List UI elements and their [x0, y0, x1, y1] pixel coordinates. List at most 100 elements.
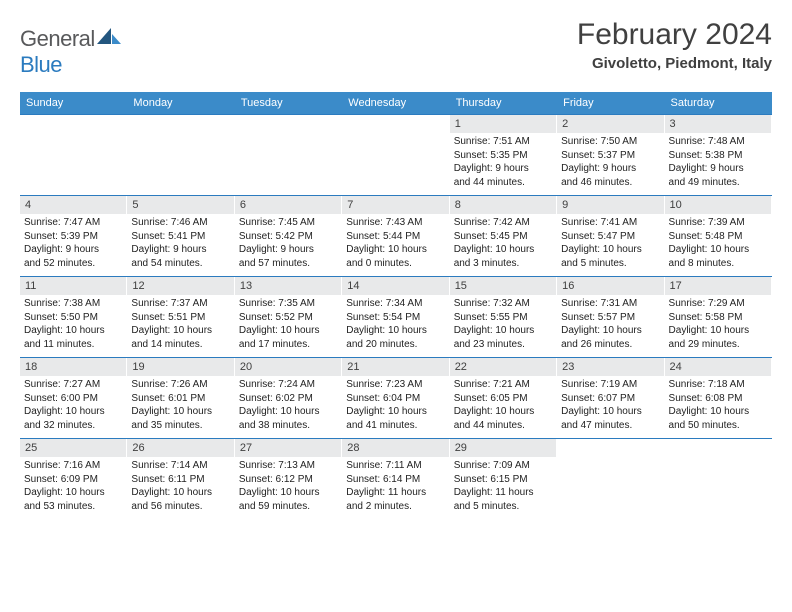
sunrise-text: Sunrise: 7:34 AM: [346, 297, 445, 311]
day-number: 14: [342, 277, 449, 295]
header: GeneralBlue February 2024 Givoletto, Pie…: [20, 18, 772, 78]
day-number: 29: [450, 439, 557, 457]
day-number: 17: [665, 277, 772, 295]
sunset-text: Sunset: 6:15 PM: [454, 473, 553, 487]
daylight-line2: and 2 minutes.: [346, 500, 445, 514]
sunset-text: Sunset: 6:09 PM: [24, 473, 123, 487]
daylight-line2: and 57 minutes.: [239, 257, 338, 271]
calendar-day-cell: 23Sunrise: 7:19 AMSunset: 6:07 PMDayligh…: [557, 358, 664, 439]
daylight-line1: Daylight: 9 hours: [131, 243, 230, 257]
day-number: 3: [665, 115, 772, 133]
daylight-line2: and 23 minutes.: [454, 338, 553, 352]
daylight-line1: Daylight: 11 hours: [454, 486, 553, 500]
daylight-line1: Daylight: 11 hours: [346, 486, 445, 500]
day-info: [20, 133, 127, 185]
calendar-day-cell: 20Sunrise: 7:24 AMSunset: 6:02 PMDayligh…: [235, 358, 342, 439]
sunrise-text: Sunrise: 7:39 AM: [669, 216, 768, 230]
daylight-line2: and 49 minutes.: [669, 176, 768, 190]
day-number: 10: [665, 196, 772, 214]
sunset-text: Sunset: 6:01 PM: [131, 392, 230, 406]
calendar-day-cell: 3Sunrise: 7:48 AMSunset: 5:38 PMDaylight…: [665, 115, 772, 196]
sunrise-text: Sunrise: 7:37 AM: [131, 297, 230, 311]
calendar-day-cell: 4Sunrise: 7:47 AMSunset: 5:39 PMDaylight…: [20, 196, 127, 277]
calendar-day-cell: 29Sunrise: 7:09 AMSunset: 6:15 PMDayligh…: [450, 439, 557, 520]
calendar-day-cell: 17Sunrise: 7:29 AMSunset: 5:58 PMDayligh…: [665, 277, 772, 358]
sunset-text: Sunset: 5:44 PM: [346, 230, 445, 244]
sunrise-text: Sunrise: 7:23 AM: [346, 378, 445, 392]
sunrise-text: Sunrise: 7:09 AM: [454, 459, 553, 473]
day-info: Sunrise: 7:24 AMSunset: 6:02 PMDaylight:…: [235, 376, 342, 438]
page-title: February 2024: [577, 18, 772, 51]
sunset-text: Sunset: 5:47 PM: [561, 230, 660, 244]
daylight-line2: and 26 minutes.: [561, 338, 660, 352]
daylight-line1: Daylight: 10 hours: [669, 405, 768, 419]
day-info: [235, 133, 342, 185]
weekday-header: Saturday: [665, 92, 772, 115]
day-number: 16: [557, 277, 664, 295]
logo-sail-icon: [97, 28, 121, 46]
daylight-line2: and 53 minutes.: [24, 500, 123, 514]
sunset-text: Sunset: 5:37 PM: [561, 149, 660, 163]
calendar-day-cell: 11Sunrise: 7:38 AMSunset: 5:50 PMDayligh…: [20, 277, 127, 358]
daylight-line1: Daylight: 10 hours: [239, 324, 338, 338]
day-number: 7: [342, 196, 449, 214]
day-info: Sunrise: 7:41 AMSunset: 5:47 PMDaylight:…: [557, 214, 664, 276]
sunset-text: Sunset: 5:39 PM: [24, 230, 123, 244]
daylight-line2: and 47 minutes.: [561, 419, 660, 433]
sunrise-text: Sunrise: 7:43 AM: [346, 216, 445, 230]
calendar-week-row: 1Sunrise: 7:51 AMSunset: 5:35 PMDaylight…: [20, 115, 772, 196]
sunrise-text: Sunrise: 7:41 AM: [561, 216, 660, 230]
day-info: Sunrise: 7:26 AMSunset: 6:01 PMDaylight:…: [127, 376, 234, 438]
day-info: Sunrise: 7:13 AMSunset: 6:12 PMDaylight:…: [235, 457, 342, 519]
weekday-header: Friday: [557, 92, 664, 115]
calendar-table: Sunday Monday Tuesday Wednesday Thursday…: [20, 92, 772, 519]
day-info: Sunrise: 7:18 AMSunset: 6:08 PMDaylight:…: [665, 376, 772, 438]
calendar-day-cell: 21Sunrise: 7:23 AMSunset: 6:04 PMDayligh…: [342, 358, 449, 439]
daylight-line2: and 54 minutes.: [131, 257, 230, 271]
daylight-line2: and 5 minutes.: [454, 500, 553, 514]
day-info: Sunrise: 7:46 AMSunset: 5:41 PMDaylight:…: [127, 214, 234, 276]
sunset-text: Sunset: 6:05 PM: [454, 392, 553, 406]
day-info: [665, 457, 772, 509]
calendar-day-cell: 5Sunrise: 7:46 AMSunset: 5:41 PMDaylight…: [127, 196, 234, 277]
sunrise-text: Sunrise: 7:29 AM: [669, 297, 768, 311]
daylight-line1: Daylight: 10 hours: [454, 243, 553, 257]
calendar-week-row: 18Sunrise: 7:27 AMSunset: 6:00 PMDayligh…: [20, 358, 772, 439]
day-info: [557, 457, 664, 509]
weekday-header: Thursday: [450, 92, 557, 115]
day-info: Sunrise: 7:21 AMSunset: 6:05 PMDaylight:…: [450, 376, 557, 438]
day-info: Sunrise: 7:38 AMSunset: 5:50 PMDaylight:…: [20, 295, 127, 357]
calendar-day-cell: 10Sunrise: 7:39 AMSunset: 5:48 PMDayligh…: [665, 196, 772, 277]
day-info: Sunrise: 7:11 AMSunset: 6:14 PMDaylight:…: [342, 457, 449, 519]
calendar-day-cell: 22Sunrise: 7:21 AMSunset: 6:05 PMDayligh…: [450, 358, 557, 439]
day-info: [342, 133, 449, 185]
sunset-text: Sunset: 6:12 PM: [239, 473, 338, 487]
daylight-line2: and 8 minutes.: [669, 257, 768, 271]
daylight-line2: and 38 minutes.: [239, 419, 338, 433]
sunrise-text: Sunrise: 7:51 AM: [454, 135, 553, 149]
sunrise-text: Sunrise: 7:26 AM: [131, 378, 230, 392]
calendar-day-cell: 25Sunrise: 7:16 AMSunset: 6:09 PMDayligh…: [20, 439, 127, 520]
day-number: [557, 439, 664, 457]
sunrise-text: Sunrise: 7:35 AM: [239, 297, 338, 311]
sunrise-text: Sunrise: 7:31 AM: [561, 297, 660, 311]
sunset-text: Sunset: 5:55 PM: [454, 311, 553, 325]
sunrise-text: Sunrise: 7:16 AM: [24, 459, 123, 473]
sunrise-text: Sunrise: 7:47 AM: [24, 216, 123, 230]
day-number: 8: [450, 196, 557, 214]
daylight-line2: and 56 minutes.: [131, 500, 230, 514]
sunrise-text: Sunrise: 7:21 AM: [454, 378, 553, 392]
calendar-day-cell: 18Sunrise: 7:27 AMSunset: 6:00 PMDayligh…: [20, 358, 127, 439]
sunrise-text: Sunrise: 7:45 AM: [239, 216, 338, 230]
sunrise-text: Sunrise: 7:24 AM: [239, 378, 338, 392]
sunrise-text: Sunrise: 7:13 AM: [239, 459, 338, 473]
day-info: Sunrise: 7:32 AMSunset: 5:55 PMDaylight:…: [450, 295, 557, 357]
sunrise-text: Sunrise: 7:48 AM: [669, 135, 768, 149]
day-info: Sunrise: 7:09 AMSunset: 6:15 PMDaylight:…: [450, 457, 557, 519]
daylight-line2: and 11 minutes.: [24, 338, 123, 352]
sunset-text: Sunset: 6:00 PM: [24, 392, 123, 406]
daylight-line1: Daylight: 9 hours: [454, 162, 553, 176]
day-number: 12: [127, 277, 234, 295]
day-number: 26: [127, 439, 234, 457]
weekday-header: Sunday: [20, 92, 127, 115]
